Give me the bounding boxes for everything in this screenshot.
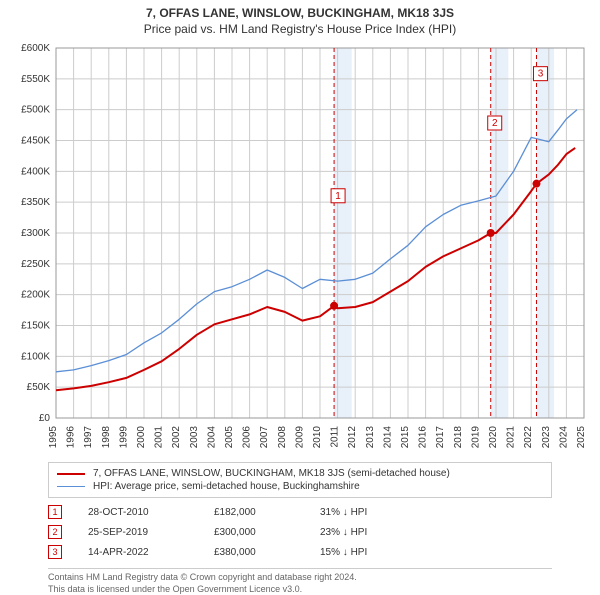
svg-text:£500K: £500K [21, 105, 50, 116]
marker-date: 28-OCT-2010 [88, 507, 188, 518]
marker-price: £300,000 [214, 527, 294, 538]
svg-text:£600K: £600K [21, 43, 50, 54]
svg-text:2011: 2011 [330, 426, 341, 448]
svg-text:2021: 2021 [506, 426, 517, 449]
page-title: 7, OFFAS LANE, WINSLOW, BUCKINGHAM, MK18… [0, 6, 600, 20]
svg-text:1998: 1998 [101, 426, 112, 449]
chart-area: £0 £50K £100K £150K £200K £250K £300K £350K £400… [0, 38, 600, 456]
svg-text:£100K: £100K [21, 351, 50, 362]
svg-text:2017: 2017 [435, 426, 446, 449]
title-block: 7, OFFAS LANE, WINSLOW, BUCKINGHAM, MK18… [0, 0, 600, 38]
svg-text:3: 3 [538, 69, 544, 80]
marker-row: 2 25-SEP-2019 £300,000 23% ↓ HPI [48, 522, 552, 542]
footnote-line: Contains HM Land Registry data © Crown c… [48, 572, 552, 584]
svg-text:£200K: £200K [21, 290, 50, 301]
marker-row: 1 28-OCT-2010 £182,000 31% ↓ HPI [48, 502, 552, 522]
svg-text:£550K: £550K [21, 74, 50, 85]
marker-delta: 23% ↓ HPI [320, 527, 410, 538]
svg-text:2013: 2013 [365, 426, 376, 449]
legend: 7, OFFAS LANE, WINSLOW, BUCKINGHAM, MK18… [48, 462, 552, 498]
svg-text:2022: 2022 [523, 426, 534, 449]
svg-text:2015: 2015 [400, 426, 411, 449]
markers-table: 1 28-OCT-2010 £182,000 31% ↓ HPI 2 25-SEP-201… [48, 502, 552, 562]
line-chart-svg: £0 £50K £100K £150K £200K £250K £300K £350K £400… [0, 38, 600, 456]
legend-swatch [57, 473, 85, 475]
svg-text:1995: 1995 [48, 426, 59, 449]
svg-text:1997: 1997 [83, 426, 94, 449]
svg-text:2014: 2014 [382, 426, 393, 449]
svg-text:2004: 2004 [206, 426, 217, 449]
svg-text:2: 2 [492, 118, 498, 129]
svg-text:2023: 2023 [541, 426, 552, 449]
svg-text:1996: 1996 [66, 426, 77, 449]
marker-badge: 3 [48, 545, 62, 559]
marker-price: £182,000 [214, 507, 294, 518]
marker-delta: 15% ↓ HPI [320, 547, 410, 558]
legend-label: HPI: Average price, semi-detached house,… [93, 481, 360, 492]
svg-text:2007: 2007 [259, 426, 270, 449]
legend-swatch [57, 486, 85, 487]
marker-delta: 31% ↓ HPI [320, 507, 410, 518]
svg-text:£50K: £50K [27, 382, 51, 393]
svg-text:2012: 2012 [347, 426, 358, 449]
svg-text:£150K: £150K [21, 321, 50, 332]
svg-text:£0: £0 [39, 413, 51, 424]
marker-badge: 1 [48, 505, 62, 519]
svg-text:2005: 2005 [224, 426, 235, 449]
svg-text:2002: 2002 [171, 426, 182, 449]
marker-badge: 2 [48, 525, 62, 539]
svg-text:2019: 2019 [470, 426, 481, 449]
marker-price: £380,000 [214, 547, 294, 558]
marker-date: 14-APR-2022 [88, 547, 188, 558]
svg-text:2010: 2010 [312, 426, 323, 449]
svg-text:2009: 2009 [294, 426, 305, 449]
svg-text:1: 1 [335, 191, 341, 202]
svg-text:£450K: £450K [21, 136, 50, 147]
page-subtitle: Price paid vs. HM Land Registry's House … [0, 22, 600, 36]
svg-text:2016: 2016 [418, 426, 429, 449]
svg-text:2008: 2008 [277, 426, 288, 449]
legend-row: HPI: Average price, semi-detached house,… [57, 480, 543, 493]
marker-row: 3 14-APR-2022 £380,000 15% ↓ HPI [48, 542, 552, 562]
svg-text:2003: 2003 [189, 426, 200, 449]
svg-text:£250K: £250K [21, 259, 50, 270]
svg-text:£350K: £350K [21, 197, 50, 208]
svg-text:£400K: £400K [21, 166, 50, 177]
svg-text:2018: 2018 [453, 426, 464, 449]
svg-text:2001: 2001 [154, 426, 165, 449]
footnote: Contains HM Land Registry data © Crown c… [48, 568, 552, 595]
svg-text:2024: 2024 [558, 426, 569, 449]
legend-label: 7, OFFAS LANE, WINSLOW, BUCKINGHAM, MK18… [93, 468, 450, 479]
legend-row: 7, OFFAS LANE, WINSLOW, BUCKINGHAM, MK18… [57, 467, 543, 480]
svg-text:1999: 1999 [118, 426, 129, 449]
svg-text:2006: 2006 [242, 426, 253, 449]
marker-date: 25-SEP-2019 [88, 527, 188, 538]
svg-text:£300K: £300K [21, 228, 50, 239]
footnote-line: This data is licensed under the Open Gov… [48, 584, 552, 595]
svg-text:2020: 2020 [488, 426, 499, 449]
svg-text:2000: 2000 [136, 426, 147, 449]
svg-text:2025: 2025 [576, 426, 587, 449]
